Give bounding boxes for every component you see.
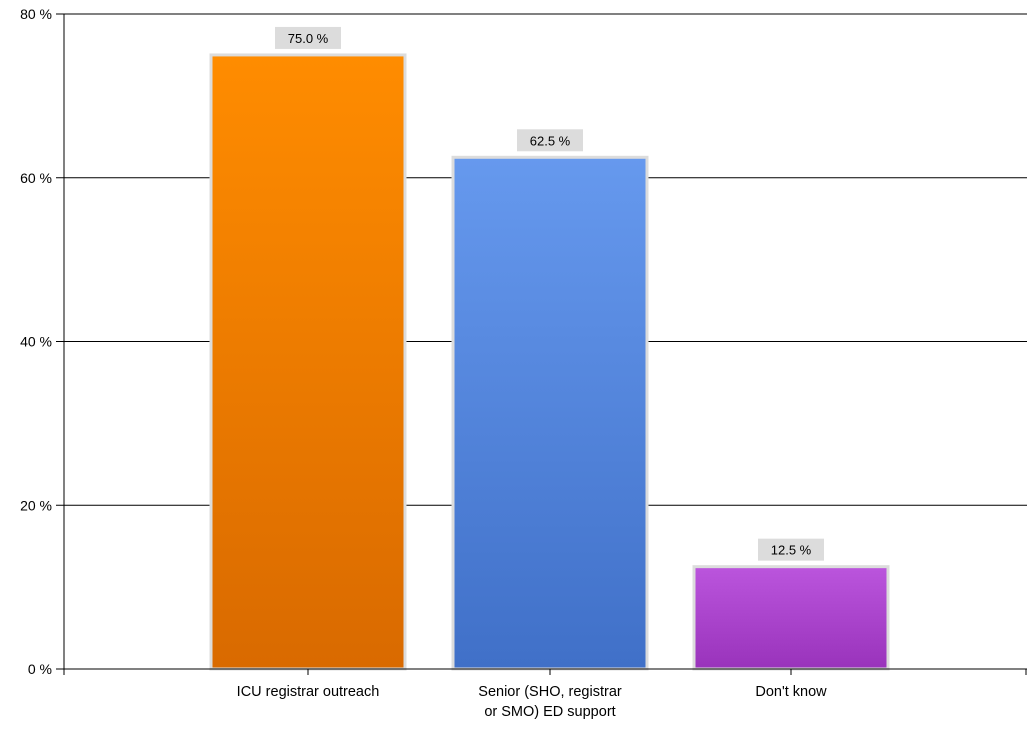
data-label: 75.0 % <box>288 31 329 46</box>
category-label: Senior (SHO, registrar or SMO) ED support <box>478 684 622 720</box>
data-label-box <box>517 129 583 152</box>
category-label: Don't know <box>755 684 827 700</box>
category-label: ICU registrar outreach <box>237 684 380 700</box>
y-tick-label: 0 % <box>28 661 52 677</box>
labels: 0 % 20 % 40 % 60 % 80 % 75.0 % ICU registrar o… <box>20 6 827 720</box>
data-label: 12.5 % <box>771 543 812 558</box>
data-label-box <box>758 538 824 561</box>
bar <box>451 155 649 671</box>
y-tick-label: 80 % <box>20 6 52 22</box>
data-label-box <box>275 26 341 49</box>
bar <box>209 53 407 671</box>
y-tick-label: 20 % <box>20 497 52 513</box>
y-tick-label: 60 % <box>20 170 52 186</box>
y-tick-label: 40 % <box>20 334 52 350</box>
axes <box>56 13 1027 675</box>
bar <box>692 565 890 671</box>
data-label: 62.5 % <box>530 133 571 148</box>
